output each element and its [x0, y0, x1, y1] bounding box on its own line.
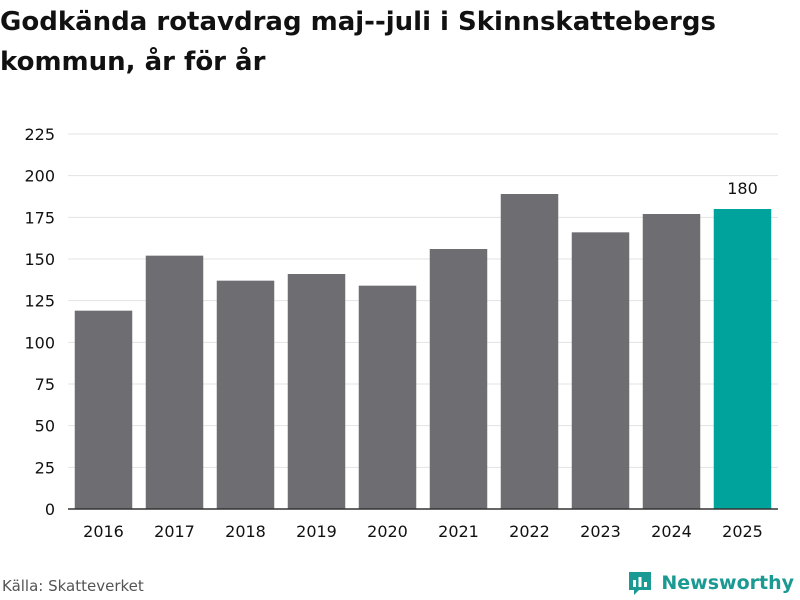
bars [75, 194, 772, 509]
bar-2023 [572, 232, 630, 509]
data-labels: 180 [727, 179, 758, 198]
y-axis-labels: 0 25 50 75 100 125 150 175 200 225 [24, 125, 55, 519]
bar-2020 [359, 286, 417, 509]
y-tick-label: 25 [35, 458, 55, 477]
x-tick-label: 2020 [367, 522, 408, 541]
chart-logo-icon [626, 569, 654, 597]
bar-2018 [217, 281, 275, 509]
x-axis-labels: 2016 2017 2018 2019 2020 2021 2022 2023 2024 2025 [83, 522, 763, 541]
x-tick-label: 2021 [438, 522, 479, 541]
bar-2022 [501, 194, 559, 509]
x-tick-label: 2016 [83, 522, 124, 541]
bar-2021 [430, 249, 488, 509]
y-tick-label: 200 [24, 167, 55, 186]
brand-name: Newsworthy [661, 572, 794, 594]
bar-2025 [714, 209, 772, 509]
x-tick-label: 2017 [154, 522, 195, 541]
y-tick-label: 50 [35, 417, 55, 436]
x-tick-label: 2018 [225, 522, 266, 541]
bar-2024 [643, 214, 701, 509]
y-tick-label: 150 [24, 250, 55, 269]
bar-2016 [75, 311, 133, 509]
brand-logo[interactable]: Newsworthy [626, 568, 794, 598]
y-tick-label: 100 [24, 333, 55, 352]
y-tick-label: 175 [24, 208, 55, 227]
y-tick-label: 75 [35, 375, 55, 394]
y-tick-label: 225 [24, 125, 55, 144]
x-tick-label: 2022 [509, 522, 550, 541]
y-tick-label: 0 [45, 500, 55, 519]
x-tick-label: 2023 [580, 522, 621, 541]
data-label: 180 [727, 179, 758, 198]
y-tick-label: 125 [24, 292, 55, 311]
x-tick-label: 2024 [651, 522, 692, 541]
bar-2019 [288, 274, 346, 509]
bar-2017 [146, 256, 204, 509]
source-note: Källa: Skatteverket [2, 577, 144, 595]
x-tick-label: 2019 [296, 522, 337, 541]
x-tick-label: 2025 [722, 522, 763, 541]
